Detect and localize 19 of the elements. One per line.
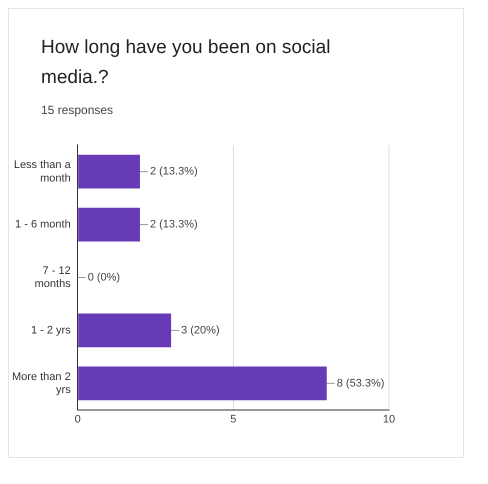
y-tick-label: 7 - 12 months <box>34 264 72 290</box>
y-tick-label: Less than a month <box>14 159 72 184</box>
data-label: 3 (20%) <box>181 324 220 336</box>
y-tick-label: More than 2 yrs <box>12 370 72 396</box>
x-tick-label: 10 <box>382 413 396 426</box>
y-tick-label: 1 - 2 yrs <box>30 324 72 336</box>
x-tick-label: 5 <box>230 413 236 426</box>
bar <box>78 208 140 242</box>
data-label: 2 (13.3%) <box>150 166 198 178</box>
x-tick-label: 0 <box>74 413 81 426</box>
bar <box>78 154 140 189</box>
y-tick-label: 1 - 6 month <box>15 218 71 231</box>
data-label: 0 (0%) <box>88 272 120 284</box>
data-label: 8 (53.3%) <box>336 377 384 390</box>
chart-title: How long have you been on social media.? <box>41 36 332 90</box>
bar <box>78 314 172 348</box>
bar <box>78 366 327 400</box>
chart-subtitle: 15 responses <box>41 103 114 117</box>
data-label: 2 (13.3%) <box>150 218 198 231</box>
